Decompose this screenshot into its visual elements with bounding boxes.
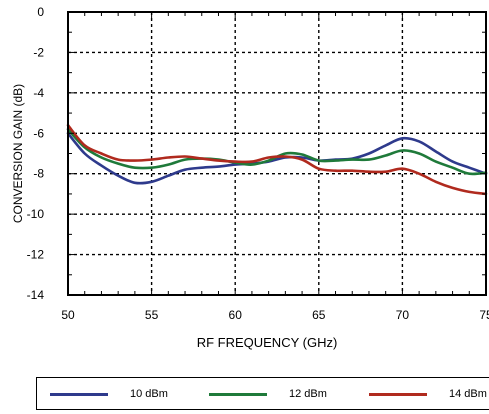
legend-label-14dbm: 14 dBm xyxy=(449,388,487,400)
y-tick-label: -8 xyxy=(33,167,44,181)
tick-labels: 50 55 60 65 70 75 0 -2 -4 -6 -8 -10 -12 -14 xyxy=(27,5,489,322)
series-line-12dbm xyxy=(66,127,488,176)
x-tick-label: 75 xyxy=(479,308,489,322)
x-tick-label: 55 xyxy=(145,308,159,322)
x-tick-label: 60 xyxy=(229,308,243,322)
y-tick-label: -12 xyxy=(27,248,45,262)
legend-swatch-14dbm xyxy=(369,393,427,396)
y-tick-label: -10 xyxy=(27,207,45,221)
y-tick-label: -14 xyxy=(27,288,45,302)
y-axis-label: CONVERSION GAIN (dB) xyxy=(11,84,25,223)
x-tick-label: 50 xyxy=(61,308,75,322)
axis-ticks xyxy=(68,12,486,295)
y-tick-label: -2 xyxy=(33,45,44,59)
y-tick-label: -4 xyxy=(33,86,44,100)
legend-swatch-10dbm xyxy=(50,393,108,396)
x-tick-label: 65 xyxy=(312,308,326,322)
series-lines xyxy=(66,123,488,196)
x-tick-label: 70 xyxy=(396,308,410,322)
series-line-10dbm xyxy=(66,132,488,185)
y-tick-label: 0 xyxy=(37,5,44,19)
plot-area-frame xyxy=(67,11,487,296)
grid-lines xyxy=(68,12,486,295)
y-tick-label: -6 xyxy=(33,126,44,140)
legend-label-12dbm: 12 dBm xyxy=(289,388,327,400)
legend: 10 dBm 12 dBm 14 dBm xyxy=(36,377,489,410)
series-line-14dbm xyxy=(66,123,488,196)
legend-swatch-12dbm xyxy=(209,393,267,396)
legend-label-10dbm: 10 dBm xyxy=(130,388,168,400)
x-axis-label: RF FREQUENCY (GHz) xyxy=(197,335,338,350)
